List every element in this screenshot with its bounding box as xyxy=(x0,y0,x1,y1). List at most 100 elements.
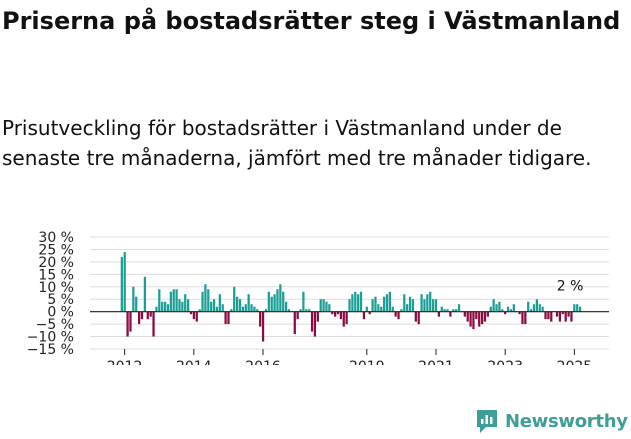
price-change-bar-chart: −15 %−10 %−5 %0 %5 %10 %15 %20 %25 %30 %… xyxy=(27,230,609,365)
bar xyxy=(578,306,582,312)
bar xyxy=(198,309,201,312)
bar xyxy=(544,311,547,320)
bar xyxy=(319,299,322,312)
bar xyxy=(382,296,386,312)
bar xyxy=(362,311,366,320)
bar xyxy=(204,284,207,312)
bar xyxy=(417,311,420,325)
bar xyxy=(276,289,279,312)
bar xyxy=(267,291,270,312)
bar xyxy=(181,301,184,312)
bar xyxy=(155,306,158,312)
bar xyxy=(238,299,242,312)
bar xyxy=(455,309,458,312)
bar xyxy=(512,304,515,312)
bar xyxy=(212,299,216,312)
bar xyxy=(486,311,489,317)
bar xyxy=(140,311,144,320)
bar xyxy=(452,309,455,312)
bar xyxy=(259,311,262,327)
bar xyxy=(388,291,391,312)
bar xyxy=(152,311,155,337)
y-tick-label: −15 % xyxy=(27,342,74,358)
y-tick-label: −10 % xyxy=(27,330,74,346)
bar xyxy=(506,306,510,312)
bar xyxy=(483,311,487,322)
bar xyxy=(509,309,513,312)
bar xyxy=(446,309,449,312)
bar xyxy=(437,311,440,317)
bar xyxy=(244,304,247,312)
bar xyxy=(434,299,438,312)
bar xyxy=(308,309,311,312)
bar xyxy=(518,311,521,315)
bar xyxy=(443,309,446,312)
bar xyxy=(132,286,135,312)
bar xyxy=(215,306,219,312)
bar xyxy=(573,304,576,312)
bar xyxy=(169,291,172,312)
bar xyxy=(261,311,265,342)
bar xyxy=(529,309,533,312)
last-value-annotation: 2 % xyxy=(557,279,584,295)
bar xyxy=(129,311,132,332)
bar xyxy=(279,284,282,312)
bar xyxy=(576,304,579,312)
newsworthy-logo-icon xyxy=(477,410,497,433)
bar xyxy=(195,311,198,322)
bar xyxy=(469,311,472,327)
bar xyxy=(175,289,178,312)
bar xyxy=(521,311,524,325)
bar xyxy=(535,299,538,312)
bar xyxy=(192,311,196,320)
x-tick-label: 2023 xyxy=(487,359,523,365)
bar xyxy=(466,311,469,322)
bar xyxy=(166,304,170,312)
bar xyxy=(247,294,250,312)
bar xyxy=(377,304,380,312)
bar xyxy=(532,304,536,312)
x-tick-label: 2016 xyxy=(245,359,281,365)
y-tick-label: 10 % xyxy=(38,280,74,296)
bar xyxy=(264,309,268,312)
bar xyxy=(221,304,224,312)
bar xyxy=(210,301,213,312)
bar xyxy=(287,309,291,312)
y-tick-label: 25 % xyxy=(38,242,74,258)
bar xyxy=(302,291,305,312)
bar xyxy=(163,301,167,312)
bar xyxy=(449,311,452,317)
bar xyxy=(233,286,236,312)
bar xyxy=(391,306,394,312)
bar xyxy=(414,311,417,322)
bar xyxy=(296,311,299,320)
bar xyxy=(161,301,164,312)
bar xyxy=(472,311,475,330)
y-tick-label: 15 % xyxy=(38,267,74,283)
bar xyxy=(567,311,570,317)
bar xyxy=(230,309,233,312)
bar xyxy=(310,311,314,332)
bar xyxy=(547,311,550,320)
bar xyxy=(426,294,429,312)
bar xyxy=(149,311,152,317)
bar xyxy=(524,311,527,325)
bar xyxy=(273,294,276,312)
bar xyxy=(293,311,296,335)
bar xyxy=(380,306,383,312)
bar xyxy=(135,296,138,312)
bar xyxy=(322,299,325,312)
bar xyxy=(564,311,567,322)
bar xyxy=(328,304,331,312)
bar xyxy=(354,291,357,312)
bar xyxy=(489,306,492,312)
bar xyxy=(123,251,126,312)
bar xyxy=(423,299,426,312)
x-axis-labels: 2012 2014 2016 2019 2021 2023 2025 xyxy=(107,349,592,365)
bar xyxy=(538,304,541,312)
bar xyxy=(397,311,400,320)
bar xyxy=(385,294,389,312)
bar xyxy=(475,311,478,320)
bar xyxy=(527,301,530,312)
bar xyxy=(348,299,351,312)
